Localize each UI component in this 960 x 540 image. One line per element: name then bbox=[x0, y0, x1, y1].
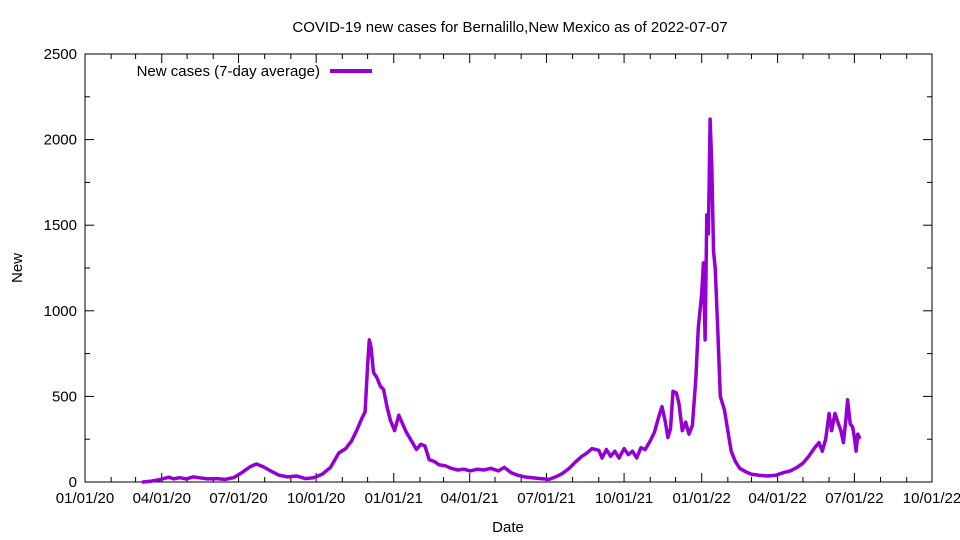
y-tick-label: 1500 bbox=[44, 217, 77, 234]
legend-entry-label: New cases (7-day average) bbox=[137, 63, 320, 80]
x-tick-label: 07/01/20 bbox=[209, 490, 267, 507]
series-line bbox=[141, 117, 862, 484]
y-tick-label: 0 bbox=[69, 474, 77, 491]
x-tick-label: 04/01/20 bbox=[133, 490, 191, 507]
chart-title: COVID-19 new cases for Bernalillo,New Me… bbox=[292, 19, 727, 36]
y-axis-ticks: 0 500 1000 1500 2000 2500 bbox=[44, 46, 932, 491]
x-tick-label: 10/01/20 bbox=[287, 490, 345, 507]
x-tick-label: 10/01/22 bbox=[903, 490, 960, 507]
x-tick-label: 01/01/21 bbox=[365, 490, 423, 507]
x-tick-label: 04/01/22 bbox=[748, 490, 806, 507]
y-tick-label: 1000 bbox=[44, 303, 77, 320]
y-axis-label: New bbox=[9, 253, 26, 283]
series-layer bbox=[141, 117, 862, 484]
y-tick-label: 2500 bbox=[44, 46, 77, 63]
x-axis-label: Date bbox=[492, 519, 524, 536]
x-tick-label: 01/01/20 bbox=[56, 490, 114, 507]
x-tick-label: 10/01/21 bbox=[595, 490, 653, 507]
x-tick-label: 04/01/21 bbox=[440, 490, 498, 507]
x-tick-label: 01/01/22 bbox=[672, 490, 730, 507]
x-tick-label: 07/01/21 bbox=[517, 490, 575, 507]
legend: New cases (7-day average) bbox=[137, 63, 372, 80]
y-tick-label: 500 bbox=[52, 388, 77, 405]
y-tick-label: 2000 bbox=[44, 132, 77, 149]
x-tick-label: 07/01/22 bbox=[825, 490, 883, 507]
plot-frame bbox=[84, 53, 933, 483]
